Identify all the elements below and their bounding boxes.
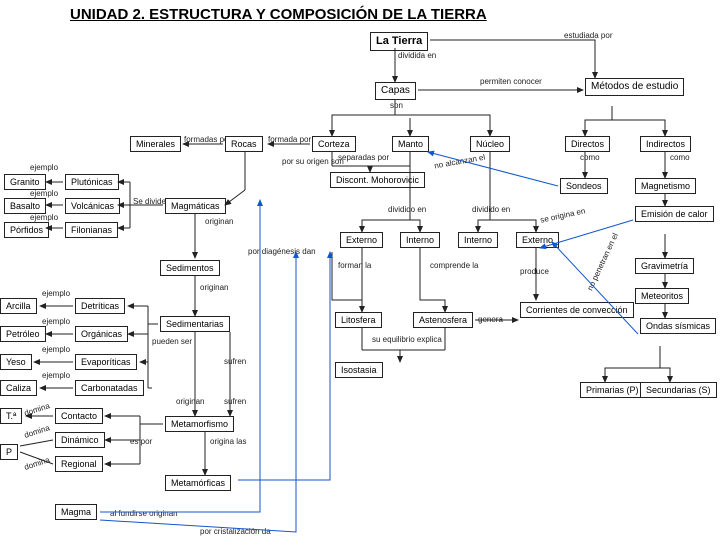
label-ejemplo-5: ejemplo (42, 318, 70, 326)
label-sufren-1: sufren (224, 358, 246, 366)
node-granito: Granito (4, 174, 46, 190)
node-carbonatadas: Carbonatadas (75, 380, 144, 396)
node-sedimentarias: Sedimentarias (160, 316, 230, 332)
node-organicas: Orgánicas (75, 326, 128, 342)
node-evaporiticas: Evaporíticas (75, 354, 137, 370)
node-volcanicas: Volcánicas (65, 198, 120, 214)
node-sedimentos: Sedimentos (160, 260, 220, 276)
label-separadas-por: separadas por (338, 154, 389, 162)
label-estudiada-por: estudiada por (564, 32, 612, 40)
node-metamorficas: Metamórficas (165, 475, 231, 491)
node-emision: Emisión de calor (635, 206, 714, 222)
node-astenosfera: Astenosfera (413, 312, 473, 328)
node-dinamico: Dinámico (55, 432, 105, 448)
node-metodos: Métodos de estudio (585, 78, 684, 96)
node-ondas: Ondas sísmicas (640, 318, 716, 334)
node-discont: Discont. Mohorovicic (330, 172, 425, 188)
node-sondeos: Sondeos (560, 178, 608, 194)
node-plutonicas: Plutónicas (65, 174, 119, 190)
label-permiten-conocer: permiten conocer (480, 78, 542, 86)
label-al-fundirse: al fundirse originan (110, 510, 178, 518)
label-ejemplo-4: ejemplo (42, 290, 70, 298)
node-filonianas: Filonianas (65, 222, 118, 238)
label-como2: como (670, 154, 690, 162)
label-por-diagenesis: por diagénesis dan (248, 248, 316, 256)
label-originan-3: originan (176, 398, 204, 406)
node-interno-n: Interno (458, 232, 498, 248)
node-meteoritos: Meteoritos (635, 288, 689, 304)
node-yeso: Yeso (0, 354, 32, 370)
node-capas: Capas (375, 82, 416, 100)
node-basalto: Basalto (4, 198, 46, 214)
node-indirectos: Indirectos (640, 136, 691, 152)
label-ejemplo-2: ejemplo (30, 190, 58, 198)
node-detriticas: Detríticas (75, 298, 125, 314)
label-forman-la: forman la (338, 262, 371, 270)
label-originan-1: originan (205, 218, 233, 226)
node-magnetismo: Magnetismo (635, 178, 696, 194)
label-como1: como (580, 154, 600, 162)
label-sufren-2: sufren (224, 398, 246, 406)
label-no-penetran: no penetran en el (586, 232, 620, 292)
label-dividido-en1: dividido en (388, 206, 426, 214)
label-domina-1: domina (23, 402, 50, 418)
node-magmaticas: Magmáticas (165, 198, 226, 214)
node-porfidos: Pórfidos (4, 222, 49, 238)
label-ejemplo-7: ejemplo (42, 372, 70, 380)
node-secundarias: Secundarias (S) (640, 382, 717, 398)
label-son: son (390, 102, 403, 110)
node-litosfera: Litosfera (335, 312, 382, 328)
label-domina-2: domina (23, 424, 50, 440)
node-p: P (0, 444, 18, 460)
node-externo-n: Externo (516, 232, 559, 248)
label-ejemplo-3: ejemplo (30, 214, 58, 222)
node-corrientes: Corrientes de convección (520, 302, 634, 318)
label-dividida-en: dividida en (398, 52, 436, 60)
node-contacto: Contacto (55, 408, 103, 424)
node-isostasia: Isostasia (335, 362, 383, 378)
label-por-cristalizacion: por cristalización da (200, 528, 271, 536)
label-pueden-ser: pueden ser (152, 338, 192, 346)
node-directos: Directos (565, 136, 610, 152)
node-externo-m: Externo (340, 232, 383, 248)
label-genera: genera (478, 316, 503, 324)
label-ejemplo-6: ejemplo (42, 346, 70, 354)
node-minerales: Minerales (130, 136, 181, 152)
node-ta: T.ª (0, 408, 22, 424)
label-produce: produce (520, 268, 549, 276)
page-title: UNIDAD 2. ESTRUCTURA Y COMPOSICIÓN DE LA… (70, 6, 487, 23)
node-primarias: Primarias (P) (580, 382, 645, 398)
label-su-equilibrio: su equilibrio explica (372, 336, 442, 344)
label-no-alcanzan: no alcanzan el (434, 154, 486, 171)
label-domina-3: domina (23, 456, 50, 472)
node-interno-m: Interno (400, 232, 440, 248)
label-dividido-en2: dividido en (472, 206, 510, 214)
node-corteza: Corteza (312, 136, 356, 152)
label-comprende-la: comprende la (430, 262, 478, 270)
node-nucleo: Núcleo (470, 136, 510, 152)
label-se-origina-en: se origina en (540, 207, 586, 224)
node-gravimetria: Gravimetría (635, 258, 694, 274)
label-por-su-origen: por su origen son (282, 158, 344, 166)
label-origina-las: origina las (210, 438, 246, 446)
node-arcilla: Arcilla (0, 298, 37, 314)
label-ejemplo-1: ejemplo (30, 164, 58, 172)
node-regional: Regional (55, 456, 103, 472)
node-la-tierra: La Tierra (370, 32, 428, 51)
label-formada-por: formada por (268, 136, 311, 144)
node-caliza: Caliza (0, 380, 37, 396)
node-manto: Manto (392, 136, 429, 152)
label-es-por: es por (130, 438, 152, 446)
node-metamorfismo: Metamorfismo (165, 416, 234, 432)
node-rocas: Rocas (225, 136, 263, 152)
node-magma: Magma (55, 504, 97, 520)
node-petroleo: Petróleo (0, 326, 46, 342)
label-originan-2: originan (200, 284, 228, 292)
